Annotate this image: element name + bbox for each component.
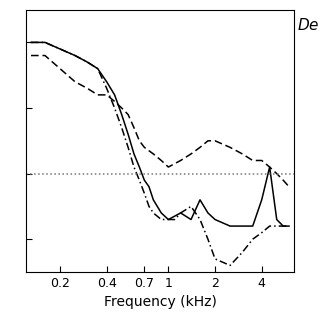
- Text: $De$: $De$: [297, 18, 320, 34]
- X-axis label: Frequency (kHz): Frequency (kHz): [104, 295, 216, 309]
